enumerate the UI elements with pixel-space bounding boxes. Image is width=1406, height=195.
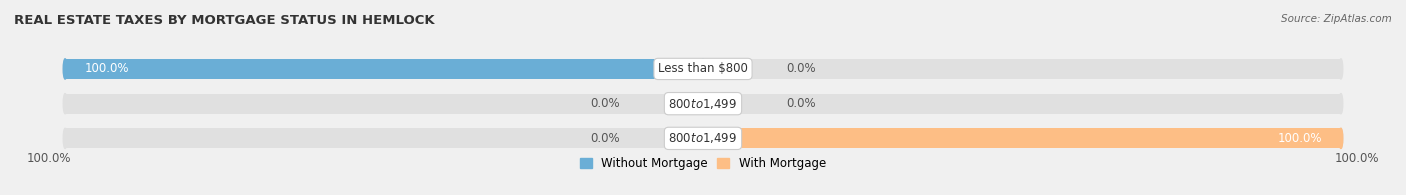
- Circle shape: [63, 59, 67, 79]
- Text: $800 to $1,499: $800 to $1,499: [668, 97, 738, 111]
- Circle shape: [1339, 94, 1343, 114]
- Circle shape: [1339, 128, 1343, 148]
- Bar: [65, 94, 703, 114]
- Text: 100.0%: 100.0%: [84, 62, 129, 75]
- Text: 0.0%: 0.0%: [591, 132, 620, 145]
- Circle shape: [1339, 59, 1343, 79]
- Circle shape: [1339, 128, 1343, 148]
- Circle shape: [63, 128, 67, 148]
- Bar: [65, 59, 703, 79]
- Text: $800 to $1,499: $800 to $1,499: [668, 131, 738, 145]
- Text: 100.0%: 100.0%: [1277, 132, 1322, 145]
- Bar: [703, 94, 1341, 114]
- Text: 100.0%: 100.0%: [1334, 152, 1379, 165]
- Circle shape: [702, 128, 704, 148]
- Circle shape: [63, 94, 67, 114]
- Circle shape: [702, 59, 704, 79]
- Text: 0.0%: 0.0%: [591, 97, 620, 110]
- Legend: Without Mortgage, With Mortgage: Without Mortgage, With Mortgage: [575, 153, 831, 175]
- Circle shape: [63, 59, 67, 79]
- Bar: [65, 128, 703, 148]
- Text: 0.0%: 0.0%: [786, 97, 815, 110]
- Bar: [703, 128, 1341, 148]
- Bar: [703, 128, 1341, 148]
- Bar: [703, 59, 1341, 79]
- Text: Source: ZipAtlas.com: Source: ZipAtlas.com: [1281, 14, 1392, 24]
- Bar: [65, 59, 703, 79]
- Text: Less than $800: Less than $800: [658, 62, 748, 75]
- Text: 100.0%: 100.0%: [27, 152, 72, 165]
- Text: REAL ESTATE TAXES BY MORTGAGE STATUS IN HEMLOCK: REAL ESTATE TAXES BY MORTGAGE STATUS IN …: [14, 14, 434, 27]
- Text: 0.0%: 0.0%: [786, 62, 815, 75]
